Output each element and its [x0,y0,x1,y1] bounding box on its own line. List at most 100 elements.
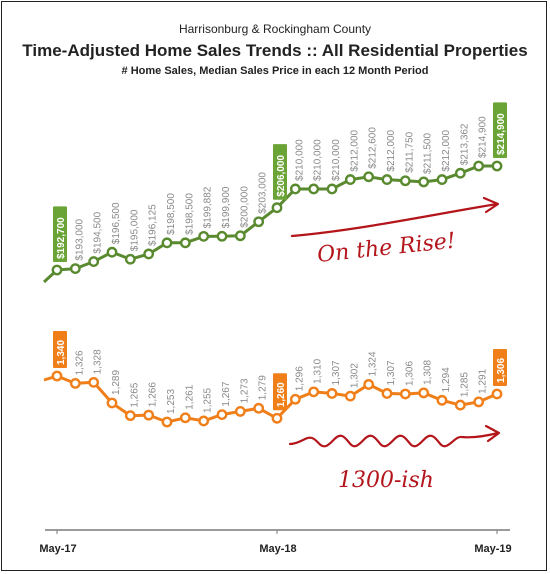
sales-callout-box [53,331,67,368]
annotations: On the Rise! 1300-ish [288,196,501,493]
price-point [491,160,503,172]
sales-point [253,402,265,414]
sales-point [198,415,210,427]
price-callout-label: $214,900 [496,113,507,155]
price-value-label: $212,000 [441,129,452,171]
area-subtitle: Harrisonburg & Rockingham County [178,22,372,36]
sales-value-label: 1,310 [313,358,324,383]
price-point [216,230,228,242]
price-point [106,246,118,258]
price-point [51,264,63,276]
price-point [473,160,485,172]
sales-callout-label: 1,260 [276,382,287,407]
price-point [289,183,301,195]
price-point [88,256,100,267]
sales-point [326,388,338,399]
price-point [418,176,430,188]
sales-value-label: 1,273 [239,378,250,403]
x-tick-label: May-18 [259,543,296,555]
price-value-label: $196,500 [111,202,122,244]
price-value-label: $196,125 [148,204,159,246]
sales-value-label: 1,324 [368,351,379,376]
price-value-label: $198,500 [184,193,195,235]
price-callout-label: $206,000 [276,155,287,197]
sales-point [271,412,283,424]
sales-series: 1,340 1,326 1,328 1,289 1,265 1,266 1,253 1,261… [43,331,507,428]
sales-value-label: 1,302 [349,363,360,388]
sales-point [308,386,320,398]
price-point [308,183,320,195]
sales-point [51,370,63,382]
price-callout-box [493,102,507,158]
price-point [234,230,246,242]
price-value-label: $210,000 [331,139,342,181]
price-value-label: $195,000 [129,209,140,251]
sales-value-label: 1,307 [386,360,397,385]
sales-point [344,390,356,402]
sales-point [381,388,393,399]
sales-point [399,388,411,400]
price-point [143,248,155,260]
price-point [198,230,210,242]
sales-value-label: 1,279 [258,375,269,400]
price-point [436,174,448,185]
price-trend-arrow [290,202,499,238]
price-callout-box [273,144,287,200]
price-value-label: $198,500 [166,193,177,235]
price-value-label: $199,900 [221,186,232,228]
price-point [179,237,191,249]
sales-callout-label: 1,340 [56,340,67,365]
sales-point [88,376,100,388]
sales-point [491,388,503,400]
price-value-label: $211,500 [423,133,434,174]
price-point [253,216,265,228]
price-point [344,174,356,185]
sales-point [143,409,155,421]
sales-point [124,410,136,422]
price-annotation: On the Rise! [316,229,457,268]
sales-point [363,379,375,390]
x-tick-label: May-19 [474,543,511,555]
sales-value-label: 1,306 [404,361,415,386]
sales-value-label: 1,291 [478,368,489,393]
price-value-label: $212,000 [386,129,397,171]
sales-value-label: 1,289 [111,370,122,395]
sales-point [161,416,173,428]
price-value-label: $214,900 [478,116,489,158]
sales-value-label: 1,253 [166,389,177,414]
price-callout-box [53,206,67,262]
price-value-label: $210,000 [313,139,324,181]
title-block: Harrisonburg & Rockingham County Time-Ad… [0,22,550,78]
sales-value-label: 1,266 [148,382,159,407]
sales-point [454,399,466,411]
sales-point [216,409,228,420]
price-value-label: $212,600 [368,127,379,169]
sales-value-label: 1,294 [441,367,452,392]
sales-point [436,394,448,406]
x-axis: May-17 May-18 May-19 [39,529,512,555]
sales-value-label: 1,261 [184,384,195,409]
sales-point [289,393,301,405]
price-value-label: $210,000 [294,139,305,181]
price-point [69,263,81,274]
sales-value-label: 1,255 [203,387,214,412]
price-point [399,175,411,187]
sales-squiggle-arrow [288,431,500,448]
sales-arrow-head [484,424,501,443]
sales-value-label: 1,285 [459,372,470,397]
chart-title: Time-Adjusted Home Sales Trends :: All R… [22,41,528,60]
price-series: $192,700 $193,000 $194,500 $196,500 $195,000… [42,102,507,284]
sales-callout-label: 1,306 [496,358,507,383]
price-value-label: $194,500 [93,211,104,253]
sales-callout-box [273,373,287,411]
sales-callout-box [493,348,507,386]
price-value-label: $213,362 [459,123,470,165]
sales-point [106,397,118,409]
price-value-label: $199,882 [203,186,214,228]
sales-value-label: 1,308 [423,359,434,384]
price-value-label: $203,000 [258,172,269,214]
chart-subtitle: # Home Sales, Median Sales Price in each… [121,65,429,77]
price-value-label: $200,000 [239,186,250,228]
sales-point [473,396,485,408]
